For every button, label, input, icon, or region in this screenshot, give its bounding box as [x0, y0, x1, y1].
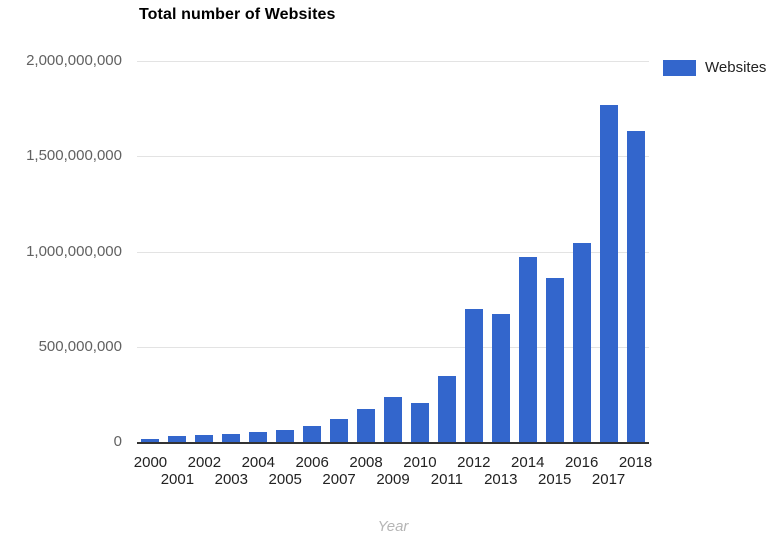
- bar-2003[interactable]: [222, 434, 241, 442]
- gridline: [137, 61, 649, 62]
- x-tick-label-2004: 2004: [241, 454, 275, 471]
- x-tick-label-2016: 2016: [564, 454, 599, 471]
- x-axis-title: Year: [377, 518, 409, 535]
- bar-2018[interactable]: [626, 131, 645, 442]
- gridline: [137, 346, 649, 348]
- bar-2000[interactable]: [141, 438, 160, 442]
- legend-label: Websites: [705, 59, 767, 76]
- y-tick-label: 0: [113, 433, 122, 450]
- y-tick-label: 1,000,000,000: [26, 242, 122, 260]
- x-tick-label-2013: 2013: [484, 471, 518, 488]
- bar-2010[interactable]: [410, 402, 429, 442]
- bar-2005[interactable]: [276, 429, 295, 442]
- bar-2008[interactable]: [357, 409, 376, 442]
- bar-2012[interactable]: [464, 309, 483, 442]
- chart-title: Total number of Websites: [139, 6, 336, 23]
- x-tick-label-2009: 2009: [376, 471, 410, 488]
- bar-2017[interactable]: [599, 105, 618, 442]
- x-tick-label-2014: 2014: [511, 454, 545, 471]
- x-tick-label-2001: 2001: [160, 471, 195, 488]
- bar-2006[interactable]: [303, 425, 322, 442]
- bar-2007[interactable]: [330, 418, 349, 442]
- x-tick-label-2008: 2008: [349, 454, 383, 471]
- x-tick-label-2011: 2011: [430, 471, 464, 488]
- bar-2002[interactable]: [195, 434, 214, 442]
- y-tick-label: 500,000,000: [38, 337, 122, 355]
- plot-area: [137, 61, 649, 444]
- bar-2013[interactable]: [491, 313, 510, 442]
- bar-2001[interactable]: [168, 436, 187, 442]
- x-tick-label-2007: 2007: [322, 471, 356, 488]
- legend: Websites: [663, 59, 766, 76]
- gridline: [137, 251, 649, 253]
- x-tick-label-2010: 2010: [403, 454, 437, 471]
- x-tick-label-2002: 2002: [187, 454, 222, 471]
- x-tick-label-2003: 2003: [214, 471, 248, 488]
- x-tick-label-2005: 2005: [268, 471, 302, 488]
- x-tick-label-2012: 2012: [457, 454, 491, 471]
- bar-2009[interactable]: [384, 396, 402, 442]
- x-tick-label-2015: 2015: [537, 471, 572, 488]
- bar-2004[interactable]: [249, 432, 268, 442]
- x-tick-label-2006: 2006: [295, 454, 329, 471]
- bar-2014[interactable]: [518, 257, 537, 442]
- bar-2011[interactable]: [437, 376, 456, 442]
- y-tick-label: 1,500,000,000: [26, 147, 122, 165]
- legend-swatch-icon: [663, 59, 696, 76]
- y-tick-label: 2,000,000,000: [26, 52, 122, 69]
- x-tick-label-2017: 2017: [591, 471, 626, 488]
- gridline: [137, 156, 649, 158]
- bar-2016[interactable]: [572, 242, 591, 442]
- bar-2015[interactable]: [545, 277, 564, 442]
- x-tick-label-2018: 2018: [618, 454, 653, 471]
- x-tick-label-2000: 2000: [133, 454, 168, 471]
